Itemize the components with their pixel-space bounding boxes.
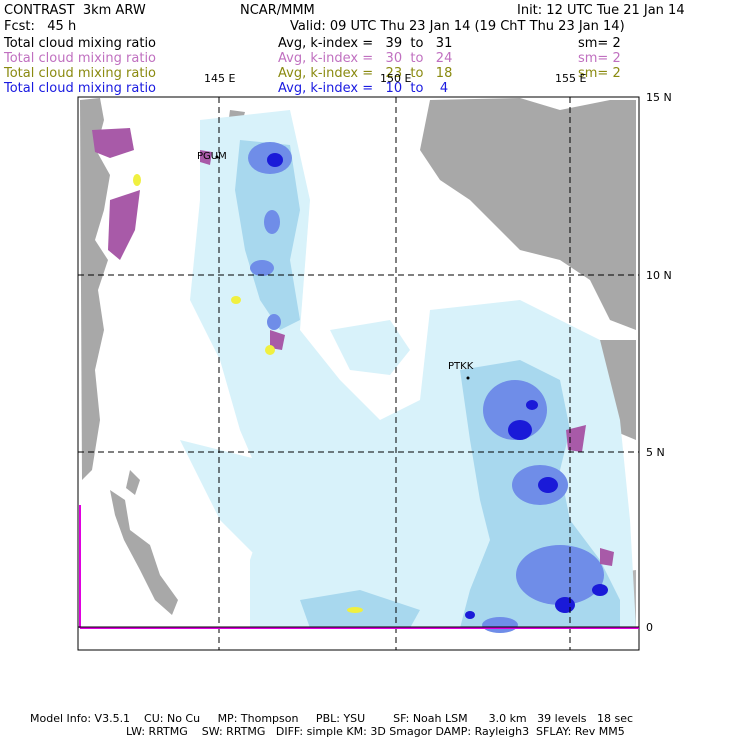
station-ptkk-marker [466,376,470,380]
model-info-line-2: LW: RRTMG SW: RRTMG DIFF: simple KM: 3D … [126,725,625,738]
lat-label-0: 0 [646,621,653,634]
lat-label-15n: 15 N [646,91,672,104]
field-sm-2: sm= 2 [578,51,621,66]
station-label-ptkk: PTKK [448,361,474,372]
lon-label-155e: 155 E [555,72,587,85]
model-info-line-1: Model Info: V3.5.1 CU: No Cu MP: Thompso… [30,712,634,725]
valid-time: Valid: 09 UTC Thu 23 Jan 14 (19 ChT Thu … [290,19,625,34]
station-pgum-marker [215,155,219,159]
field-range-2: Avg, k-index = 30 to 24 [278,51,453,66]
model-name: CONTRAST 3km ARW [4,3,146,18]
cloud-mid-purple-layer [92,128,614,566]
domain-boundary [79,505,639,629]
forecast-hour: Fcst: 45 h [4,19,77,34]
init-time: Init: 12 UTC Tue 21 Jan 14 [517,3,685,18]
cloud-blue-layer [248,142,604,633]
cloud-dark-layer [267,153,608,619]
organization: NCAR/MMM [240,3,315,18]
field-sm-3: sm= 2 [578,66,621,81]
field-range-4: Avg, k-index = 10 to 4 [278,81,449,96]
field-name-3: Total cloud mixing ratio [4,66,157,81]
field-range-1: Avg, k-index = 39 to 31 [278,36,453,51]
cloud-low-yellow-layer [133,174,363,613]
lon-label-145e: 145 E [204,72,236,85]
field-name-2: Total cloud mixing ratio [4,51,157,66]
lon-label-150e: 150 E [380,72,412,85]
lat-label-10n: 10 N [646,269,672,282]
graticule [78,97,639,650]
field-name-4: Total cloud mixing ratio [4,81,157,96]
field-name-1: Total cloud mixing ratio [4,36,157,51]
field-sm-1: sm= 2 [578,36,621,51]
field-range-3: Avg, k-index = 23 to 18 [278,66,453,81]
lat-label-5n: 5 N [646,446,665,459]
station-label-pgum: PGUM [197,151,227,162]
